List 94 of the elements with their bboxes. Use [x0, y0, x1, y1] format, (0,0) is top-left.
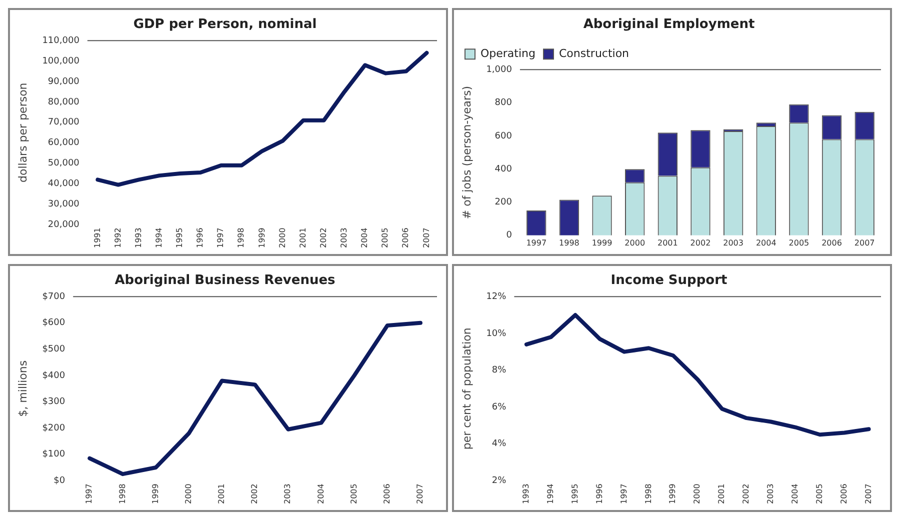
x-tick-label: 2002 — [742, 484, 751, 504]
y-tick-label: 80,000 — [48, 97, 80, 108]
y-tick-label: $200 — [42, 423, 66, 434]
y-axis-title: $, millions — [16, 360, 30, 417]
x-tick-label: 2004 — [756, 238, 776, 248]
y-axis-title: dollars per person — [16, 82, 30, 183]
y-tick-label: $600 — [42, 318, 66, 328]
x-tick-label: 2001 — [717, 484, 726, 504]
x-tick-label: 2003 — [723, 238, 744, 248]
y-tick-label: $300 — [42, 397, 66, 408]
y-tick-label: 400 — [494, 164, 512, 174]
x-tick-label: 2007 — [416, 484, 425, 504]
x-tick-label: 2000 — [184, 484, 193, 504]
x-tick-label: 2000 — [692, 484, 702, 504]
y-tick-label: $100 — [42, 450, 66, 460]
y-tick-label: 600 — [494, 131, 512, 142]
x-tick-label: 2006 — [822, 238, 842, 248]
y-tick-label: 50,000 — [48, 158, 80, 169]
x-tick-label: 1997 — [84, 484, 94, 504]
x-tick-label: 1998 — [118, 484, 127, 504]
x-tick-label: 1997 — [216, 228, 226, 248]
y-tick-label: 2% — [492, 476, 507, 486]
x-tick-label: 2004 — [360, 228, 370, 248]
y-tick-label: $700 — [42, 292, 66, 302]
y-tick-label: 800 — [494, 98, 512, 108]
x-tick-label: 1998 — [559, 238, 580, 248]
y-tick-label: 70,000 — [48, 118, 80, 128]
x-tick-label: 2003 — [766, 484, 776, 504]
x-tick-label: 2005 — [380, 228, 390, 248]
y-tick-label: 0 — [506, 230, 512, 241]
x-tick-label: 1992 — [113, 228, 122, 248]
x-tick-label: 1996 — [196, 228, 205, 248]
y-tick-label: 4% — [492, 439, 507, 450]
x-tick-label: 1995 — [570, 484, 580, 504]
x-tick-label: 2006 — [382, 484, 392, 504]
y-tick-label: 100,000 — [42, 56, 80, 66]
x-tick-label: 1991 — [92, 228, 102, 248]
x-tick-label: 1993 — [134, 228, 143, 248]
x-tick-label: 1998 — [644, 484, 653, 504]
x-tick-label: 2003 — [340, 228, 349, 248]
x-tick-label: 2005 — [349, 484, 358, 504]
y-tick-label: $500 — [42, 344, 66, 355]
y-tick-label: 90,000 — [48, 76, 80, 87]
x-tick-label: 1993 — [522, 484, 531, 504]
y-tick-label: 1,000 — [486, 64, 512, 75]
x-tick-label: 2001 — [217, 484, 226, 504]
x-tick-label: 1995 — [175, 228, 184, 248]
x-tick-label: 1998 — [236, 228, 246, 248]
y-tick-label: 30,000 — [48, 200, 80, 210]
y-tick-label: 20,000 — [48, 220, 80, 230]
y-tick-label: 40,000 — [48, 179, 80, 190]
x-tick-label: 2004 — [316, 484, 326, 504]
x-tick-label: 1994 — [546, 484, 555, 504]
x-tick-label: 1999 — [150, 484, 160, 504]
x-tick-label: 2002 — [250, 484, 260, 504]
x-tick-label: 1999 — [592, 238, 612, 248]
y-tick-label: 10% — [486, 328, 507, 339]
y-tick-label: 12% — [486, 292, 507, 302]
x-tick-label: 2000 — [278, 228, 287, 248]
x-tick-label: 2004 — [790, 484, 800, 504]
x-tick-label: 2006 — [401, 228, 410, 248]
x-tick-label: 1999 — [668, 484, 678, 504]
y-tick-label: 8% — [492, 366, 507, 376]
x-tick-label: 2001 — [298, 228, 308, 248]
chart-title: GDP per Person, nominal — [133, 17, 317, 32]
y-tick-label: $0 — [54, 476, 66, 486]
x-tick-label: 2003 — [283, 484, 292, 504]
y-axis-title: # of jobs (person-years) — [460, 86, 474, 220]
chart-title: Aboriginal Business Revenues — [114, 273, 336, 288]
x-tick-label: 2007 — [864, 484, 873, 504]
x-tick-label: 2005 — [788, 238, 810, 248]
x-tick-label: 1997 — [619, 484, 628, 504]
y-tick-label: $400 — [42, 370, 66, 381]
legend-label: Construction — [558, 46, 630, 60]
x-tick-label: 1994 — [154, 228, 164, 248]
x-tick-label: 1997 — [526, 238, 547, 248]
y-axis-title: per cent of population — [460, 328, 474, 450]
x-tick-label: 2002 — [690, 238, 711, 248]
y-tick-label: 110,000 — [42, 36, 80, 46]
x-tick-label: 2006 — [839, 484, 848, 504]
chart-title: Aboriginal Employment — [583, 17, 755, 32]
x-tick-label: 2007 — [422, 228, 431, 248]
x-tick-label: 2007 — [854, 238, 875, 248]
x-tick-label: 2002 — [318, 228, 328, 248]
y-tick-label: 200 — [494, 198, 512, 208]
x-tick-label: 2001 — [657, 238, 678, 248]
x-tick-label: 2000 — [624, 238, 646, 248]
y-tick-label: 6% — [492, 402, 507, 412]
x-tick-label: 1999 — [257, 228, 266, 248]
y-tick-label: 60,000 — [48, 138, 80, 148]
x-tick-label: 1996 — [594, 484, 604, 504]
x-tick-label: 2005 — [814, 484, 824, 504]
chart-title: Income Support — [610, 273, 728, 288]
legend-label: Operating — [480, 46, 536, 60]
